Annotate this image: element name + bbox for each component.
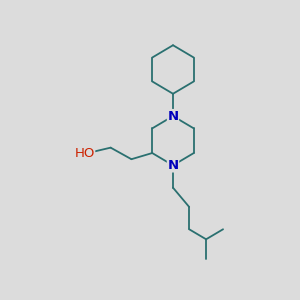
Text: N: N	[167, 110, 178, 123]
Text: HO: HO	[74, 147, 94, 160]
Text: N: N	[167, 159, 178, 172]
